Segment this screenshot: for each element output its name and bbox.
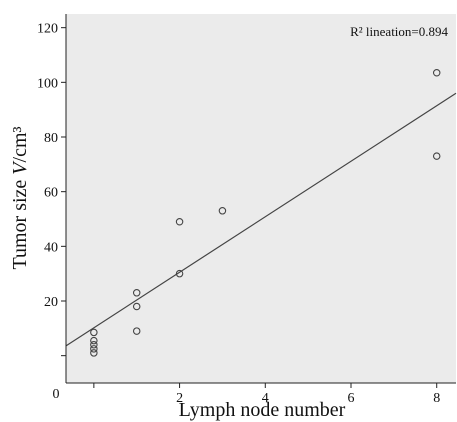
- data-point: [90, 349, 98, 357]
- y-axis-title-main: Tumor size: [9, 175, 31, 270]
- data-point: [132, 289, 141, 297]
- axis-ticks: 20 40 60 80 100 120 2 4 6 8: [37, 22, 440, 406]
- fit-line-layer: [65, 92, 457, 347]
- data-point: [90, 336, 98, 345]
- y-tick-label: 100: [37, 76, 58, 91]
- r-squared-annotation: R² lineation=0.894: [350, 24, 448, 39]
- y-tick-label: 60: [44, 186, 58, 201]
- y-tick-label: 80: [44, 131, 58, 146]
- data-point: [218, 207, 227, 215]
- x-tick-label: 4: [262, 391, 269, 406]
- data-points: [90, 69, 441, 357]
- x-tick-label: 6: [348, 391, 355, 406]
- y-axis-title: Tumor size V/cm³: [9, 126, 31, 269]
- data-point: [132, 327, 141, 335]
- y-tick-label: 40: [44, 240, 58, 255]
- x-tick-label: 8: [433, 391, 440, 406]
- origin-label: 0: [53, 387, 60, 402]
- y-axis-title-variable: V: [9, 160, 31, 175]
- x-axis-title: Lymph node number: [179, 399, 346, 421]
- x-tick-label: 2: [176, 391, 183, 406]
- data-point: [175, 269, 184, 278]
- data-point: [432, 69, 441, 77]
- data-point: [90, 328, 98, 337]
- regression-line: [65, 92, 457, 347]
- y-tick-label: 120: [37, 22, 58, 37]
- y-tick-label: 20: [44, 295, 58, 310]
- data-point: [132, 302, 141, 311]
- data-point: [90, 345, 98, 353]
- y-axis-title-unit: /cm³: [9, 126, 31, 162]
- data-point: [90, 340, 98, 349]
- plot-area: [66, 14, 456, 383]
- data-point: [432, 152, 441, 160]
- data-point: [175, 217, 184, 226]
